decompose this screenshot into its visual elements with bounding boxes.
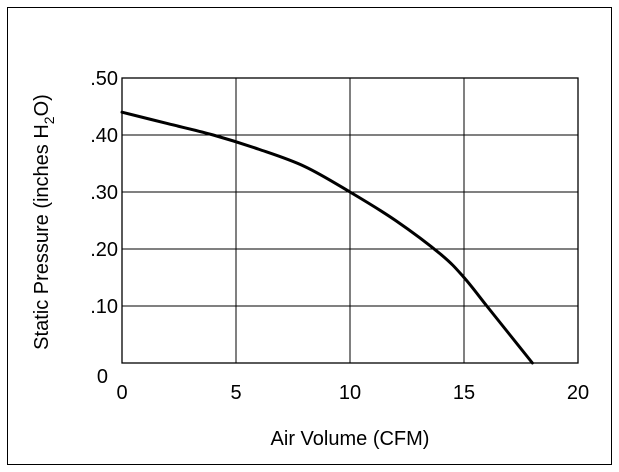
y-axis-title: Static Pressure (inches H2O) bbox=[31, 94, 57, 350]
y-tick-label-1: .10 bbox=[90, 296, 118, 318]
x-tick-labels: 0 5 10 15 20 bbox=[116, 382, 589, 404]
y-tick-label-5: .50 bbox=[90, 68, 118, 90]
y-axis-title-main: Static Pressure (inches H bbox=[31, 124, 53, 350]
x-tick-label-2: 10 bbox=[339, 382, 361, 404]
x-tick-label-0: 0 bbox=[116, 382, 127, 404]
y-axis-title-tail: O) bbox=[31, 94, 53, 116]
x-tick-label-4: 20 bbox=[567, 382, 589, 404]
y-tick-label-4: .40 bbox=[90, 125, 118, 147]
series-line-0 bbox=[120, 110, 534, 365]
x-axis-title: Air Volume (CFM) bbox=[271, 428, 430, 450]
y-tick-label-2: .20 bbox=[90, 239, 118, 261]
y-tick-label-0: 0 bbox=[97, 366, 108, 388]
chart-frame bbox=[7, 7, 612, 465]
series-layer bbox=[120, 110, 534, 365]
x-tick-label-3: 15 bbox=[453, 382, 475, 404]
plot-area-border bbox=[121, 77, 579, 364]
grid bbox=[122, 78, 578, 363]
y-tick-label-3: .30 bbox=[90, 182, 118, 204]
y-axis-title-subscript: 2 bbox=[41, 116, 57, 124]
y-tick-labels: 0 .10 .20 .30 .40 .50 bbox=[90, 68, 118, 388]
x-tick-label-1: 5 bbox=[230, 382, 241, 404]
